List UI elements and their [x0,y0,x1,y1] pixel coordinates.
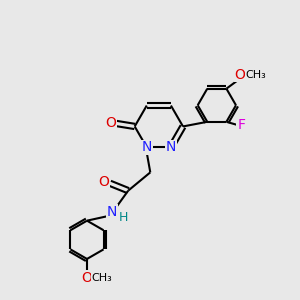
Text: CH₃: CH₃ [91,273,112,283]
Text: N: N [142,140,152,154]
Text: O: O [235,68,245,82]
Text: CH₃: CH₃ [245,70,266,80]
Text: H: H [118,211,128,224]
Text: F: F [237,118,245,132]
Text: O: O [82,271,92,285]
Text: O: O [105,116,116,130]
Text: N: N [166,140,176,154]
Text: N: N [107,205,118,219]
Text: O: O [99,175,110,189]
